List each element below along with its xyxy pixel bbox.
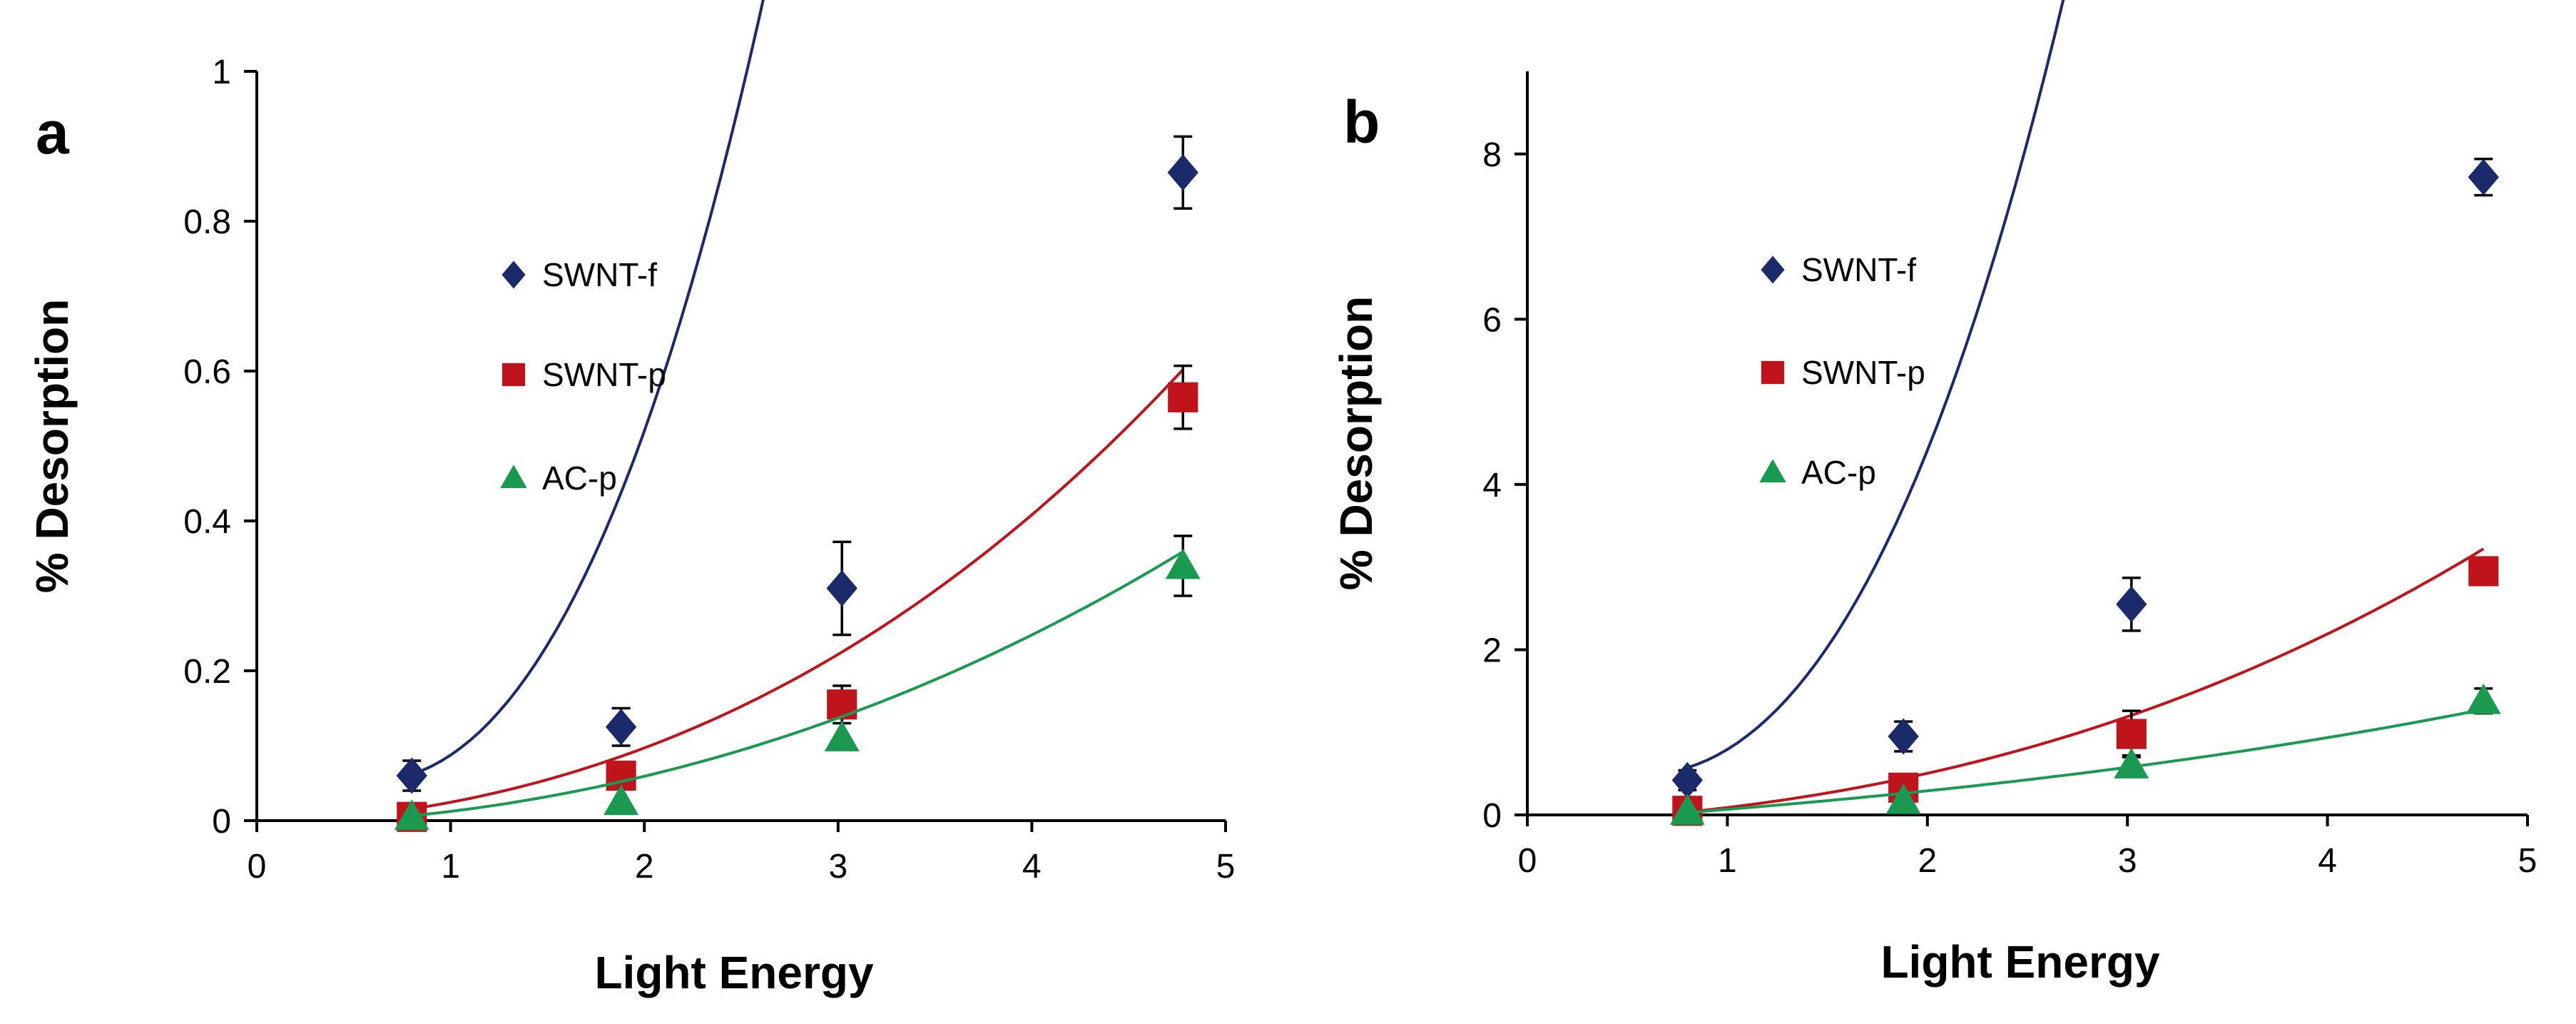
legend-marker-swnt-f bbox=[1761, 255, 1785, 284]
data-point-swnt-f bbox=[826, 570, 857, 607]
chart-panel-a: 0 1 2 3 4 5 0 0.2 0.4 0.6 0.8 1 Light Energy % Desorp… bbox=[0, 0, 1288, 1020]
x-tick-label: 3 bbox=[2118, 842, 2137, 880]
x-tick-label: 5 bbox=[2518, 842, 2537, 880]
data-point-ac-p bbox=[1885, 783, 1921, 814]
data-point-swnt-p bbox=[827, 689, 857, 720]
legend-marker-swnt-f bbox=[502, 260, 526, 289]
x-tick-label: 0 bbox=[1518, 842, 1537, 880]
y-tick-label: 6 bbox=[1482, 301, 1502, 339]
y-tick-label: 8 bbox=[1482, 136, 1502, 174]
data-point-swnt-p bbox=[1168, 382, 1198, 412]
legend-marker-swnt-p bbox=[502, 363, 526, 387]
series-line-swnt-p bbox=[1687, 547, 2485, 813]
x-tick-label: 5 bbox=[1216, 848, 1236, 886]
data-point-swnt-p bbox=[2468, 556, 2499, 587]
legend-label-swnt-f: SWNT-f bbox=[1801, 251, 1916, 288]
data-point-ac-p bbox=[2114, 748, 2149, 779]
chart-a-svg: 0 1 2 3 4 5 0 0.2 0.4 0.6 0.8 1 Light Energy % Desorp… bbox=[26, 0, 1236, 998]
data-point-swnt-f bbox=[396, 757, 427, 794]
y-tick-label: 2 bbox=[1482, 632, 1502, 669]
y-tick-label: 4 bbox=[1482, 467, 1502, 505]
x-tick-label: 1 bbox=[441, 848, 460, 886]
data-point-ac-p bbox=[604, 784, 639, 816]
y-tick-label: 0.6 bbox=[183, 353, 231, 391]
data-point-swnt-f bbox=[2116, 586, 2147, 623]
data-point-swnt-f bbox=[2468, 158, 2499, 196]
chart-b-svg: 0 1 2 3 4 5 0 2 4 6 8 Light Energy % Desorption b SWNT… bbox=[1330, 0, 2537, 988]
x-tick-label: 2 bbox=[635, 848, 654, 886]
legend-label-ac-p: AC-p bbox=[542, 460, 617, 497]
legend-label-swnt-f: SWNT-f bbox=[542, 256, 657, 293]
legend-marker-swnt-p bbox=[1761, 360, 1785, 385]
series-line-ac-p bbox=[1687, 708, 2484, 814]
x-tick-label: 3 bbox=[828, 848, 847, 886]
x-tick-label: 4 bbox=[2318, 842, 2337, 880]
legend-label-swnt-p: SWNT-p bbox=[542, 356, 666, 393]
x-axis-title: Light Energy bbox=[1880, 936, 2160, 988]
data-point-swnt-f bbox=[1671, 761, 1703, 799]
legend-marker-ac-p bbox=[500, 465, 527, 489]
y-tick-label: 0.2 bbox=[183, 653, 231, 691]
panel-letter: a bbox=[36, 99, 70, 166]
data-point-ac-p bbox=[394, 799, 429, 831]
legend-label-swnt-p: SWNT-p bbox=[1801, 354, 1925, 391]
series-line-swnt-p bbox=[411, 368, 1184, 811]
legend-label-ac-p: AC-p bbox=[1801, 454, 1876, 491]
x-tick-label: 1 bbox=[1718, 842, 1737, 880]
y-tick-label: 0.4 bbox=[183, 503, 231, 541]
x-tick-label: 2 bbox=[1918, 842, 1937, 880]
series-line-ac-p bbox=[412, 550, 1184, 818]
chart-panel-b: 0 1 2 3 4 5 0 2 4 6 8 Light Energy % Desorption b SWNT… bbox=[1288, 0, 2576, 1020]
panel-letter: b bbox=[1343, 88, 1380, 156]
y-axis-title: % Desorption bbox=[1330, 296, 1382, 590]
y-tick-label: 0.8 bbox=[183, 203, 231, 241]
data-point-ac-p bbox=[2465, 683, 2501, 714]
data-point-ac-p bbox=[824, 721, 860, 751]
data-point-ac-p bbox=[1165, 548, 1201, 579]
series-line-swnt-f bbox=[411, 0, 765, 776]
x-axis-title: Light Energy bbox=[594, 947, 874, 998]
data-point-swnt-f bbox=[1888, 718, 1919, 755]
y-tick-label: 1 bbox=[212, 54, 231, 91]
data-point-ac-p bbox=[1669, 794, 1705, 825]
y-tick-label: 0 bbox=[1482, 797, 1502, 835]
data-point-swnt-f bbox=[1167, 154, 1198, 191]
x-tick-label: 0 bbox=[248, 848, 267, 886]
data-point-swnt-p bbox=[2116, 719, 2147, 749]
x-tick-label: 4 bbox=[1022, 848, 1042, 886]
y-axis-title: % Desorption bbox=[26, 299, 78, 593]
series-line-swnt-f bbox=[1686, 0, 2065, 769]
legend-marker-ac-p bbox=[1759, 459, 1786, 483]
data-point-swnt-f bbox=[605, 709, 637, 746]
y-tick-label: 0 bbox=[212, 803, 231, 841]
